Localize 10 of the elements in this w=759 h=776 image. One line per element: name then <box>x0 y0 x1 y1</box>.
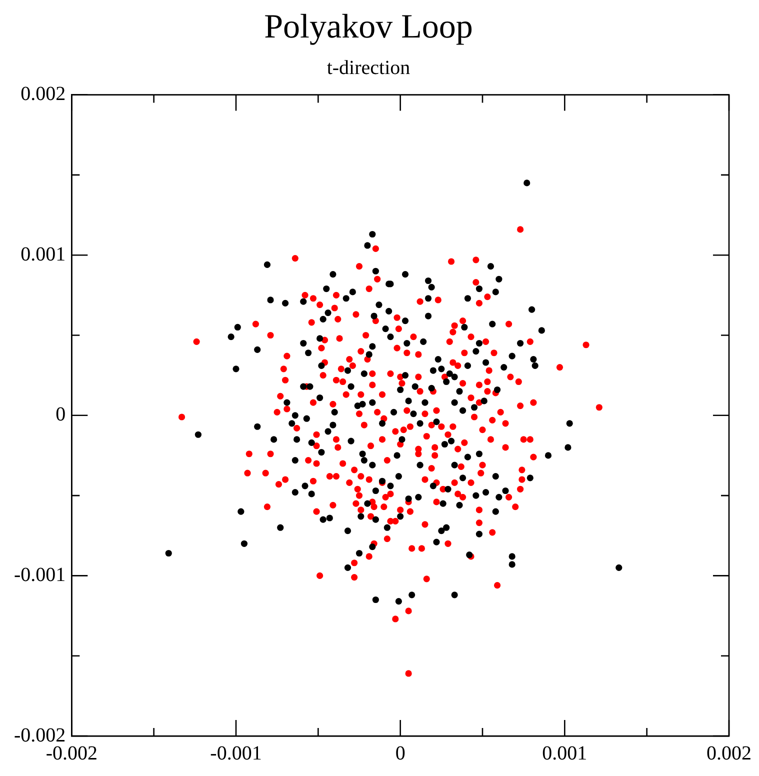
x-tick-label: -0.001 <box>210 742 262 764</box>
y-tick-label: 0.002 <box>20 83 66 106</box>
chart-subtitle: t-direction <box>326 57 410 80</box>
x-tick-label: 0.001 <box>542 742 588 764</box>
chart-title: Polyakov Loop <box>264 8 473 46</box>
y-tick-label: 0.001 <box>20 243 66 266</box>
x-tick-label: 0.002 <box>706 742 752 764</box>
y-tick-label: -0.001 <box>14 564 66 586</box>
x-tick-label: 0 <box>395 742 406 764</box>
y-tick-label: 0 <box>56 404 66 426</box>
